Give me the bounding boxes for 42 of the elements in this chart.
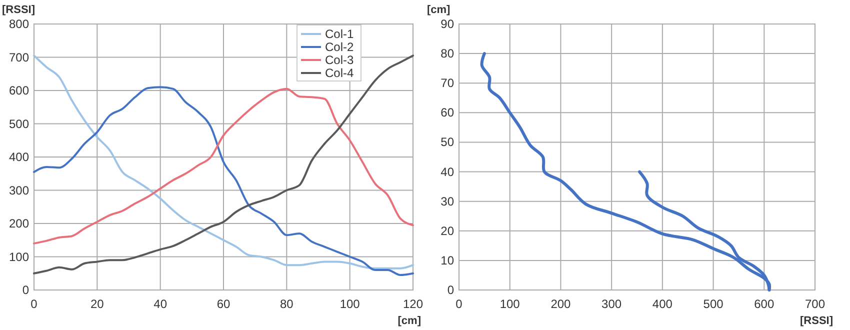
y-tick-label: 400 <box>8 150 30 164</box>
y-tick-label: 30 <box>440 194 454 208</box>
x-tick-label: 400 <box>652 297 673 311</box>
x-tick-label: 60 <box>216 297 230 311</box>
y-tick-label: 70 <box>440 76 454 90</box>
x-axis-title: [cm] <box>398 315 422 327</box>
x-tick-label: 100 <box>500 297 520 311</box>
y-tick-label: 300 <box>8 183 30 198</box>
y-tick-label: 90 <box>440 17 454 31</box>
x-tick-label: 0 <box>30 297 38 311</box>
y-tick-label: 0 <box>22 283 30 297</box>
x-axis-title: [RSSI] <box>800 315 834 327</box>
x-tick-label: 100 <box>340 297 360 311</box>
y-tick-label: 80 <box>440 46 454 61</box>
y-tick-label: 60 <box>440 106 454 120</box>
y-tick-label: 0 <box>447 283 454 297</box>
x-tick-label: 20 <box>90 297 104 311</box>
y-tick-label: 50 <box>440 135 454 150</box>
x-tick-label: 80 <box>280 297 294 311</box>
legend-label: Col-2 <box>325 40 354 54</box>
x-tick-label: 700 <box>804 297 826 311</box>
y-tick-label: 10 <box>440 253 454 268</box>
y-axis-title: [cm] <box>427 4 451 16</box>
x-tick-label: 0 <box>456 297 463 311</box>
legend-label: Col-4 <box>325 66 354 80</box>
x-tick-label: 200 <box>550 297 572 311</box>
y-tick-label: 20 <box>440 224 454 238</box>
y-tick-label: 700 <box>8 50 30 64</box>
y-tick-label: 800 <box>8 17 30 31</box>
y-axis-title: [RSSI] <box>2 4 36 16</box>
x-tick-label: 300 <box>602 297 622 311</box>
x-tick-label: 120 <box>402 297 424 311</box>
x-tick-label: 600 <box>754 297 774 311</box>
y-tick-label: 100 <box>8 250 30 264</box>
y-tick-label: 200 <box>8 216 30 230</box>
legend-label: Col-1 <box>325 27 354 41</box>
y-tick-label: 40 <box>440 164 454 179</box>
x-tick-label: 500 <box>703 297 724 311</box>
x-tick-label: 40 <box>154 297 168 311</box>
legend-label: Col-3 <box>325 53 354 67</box>
y-tick-label: 500 <box>8 116 30 131</box>
y-tick-label: 600 <box>8 84 30 98</box>
